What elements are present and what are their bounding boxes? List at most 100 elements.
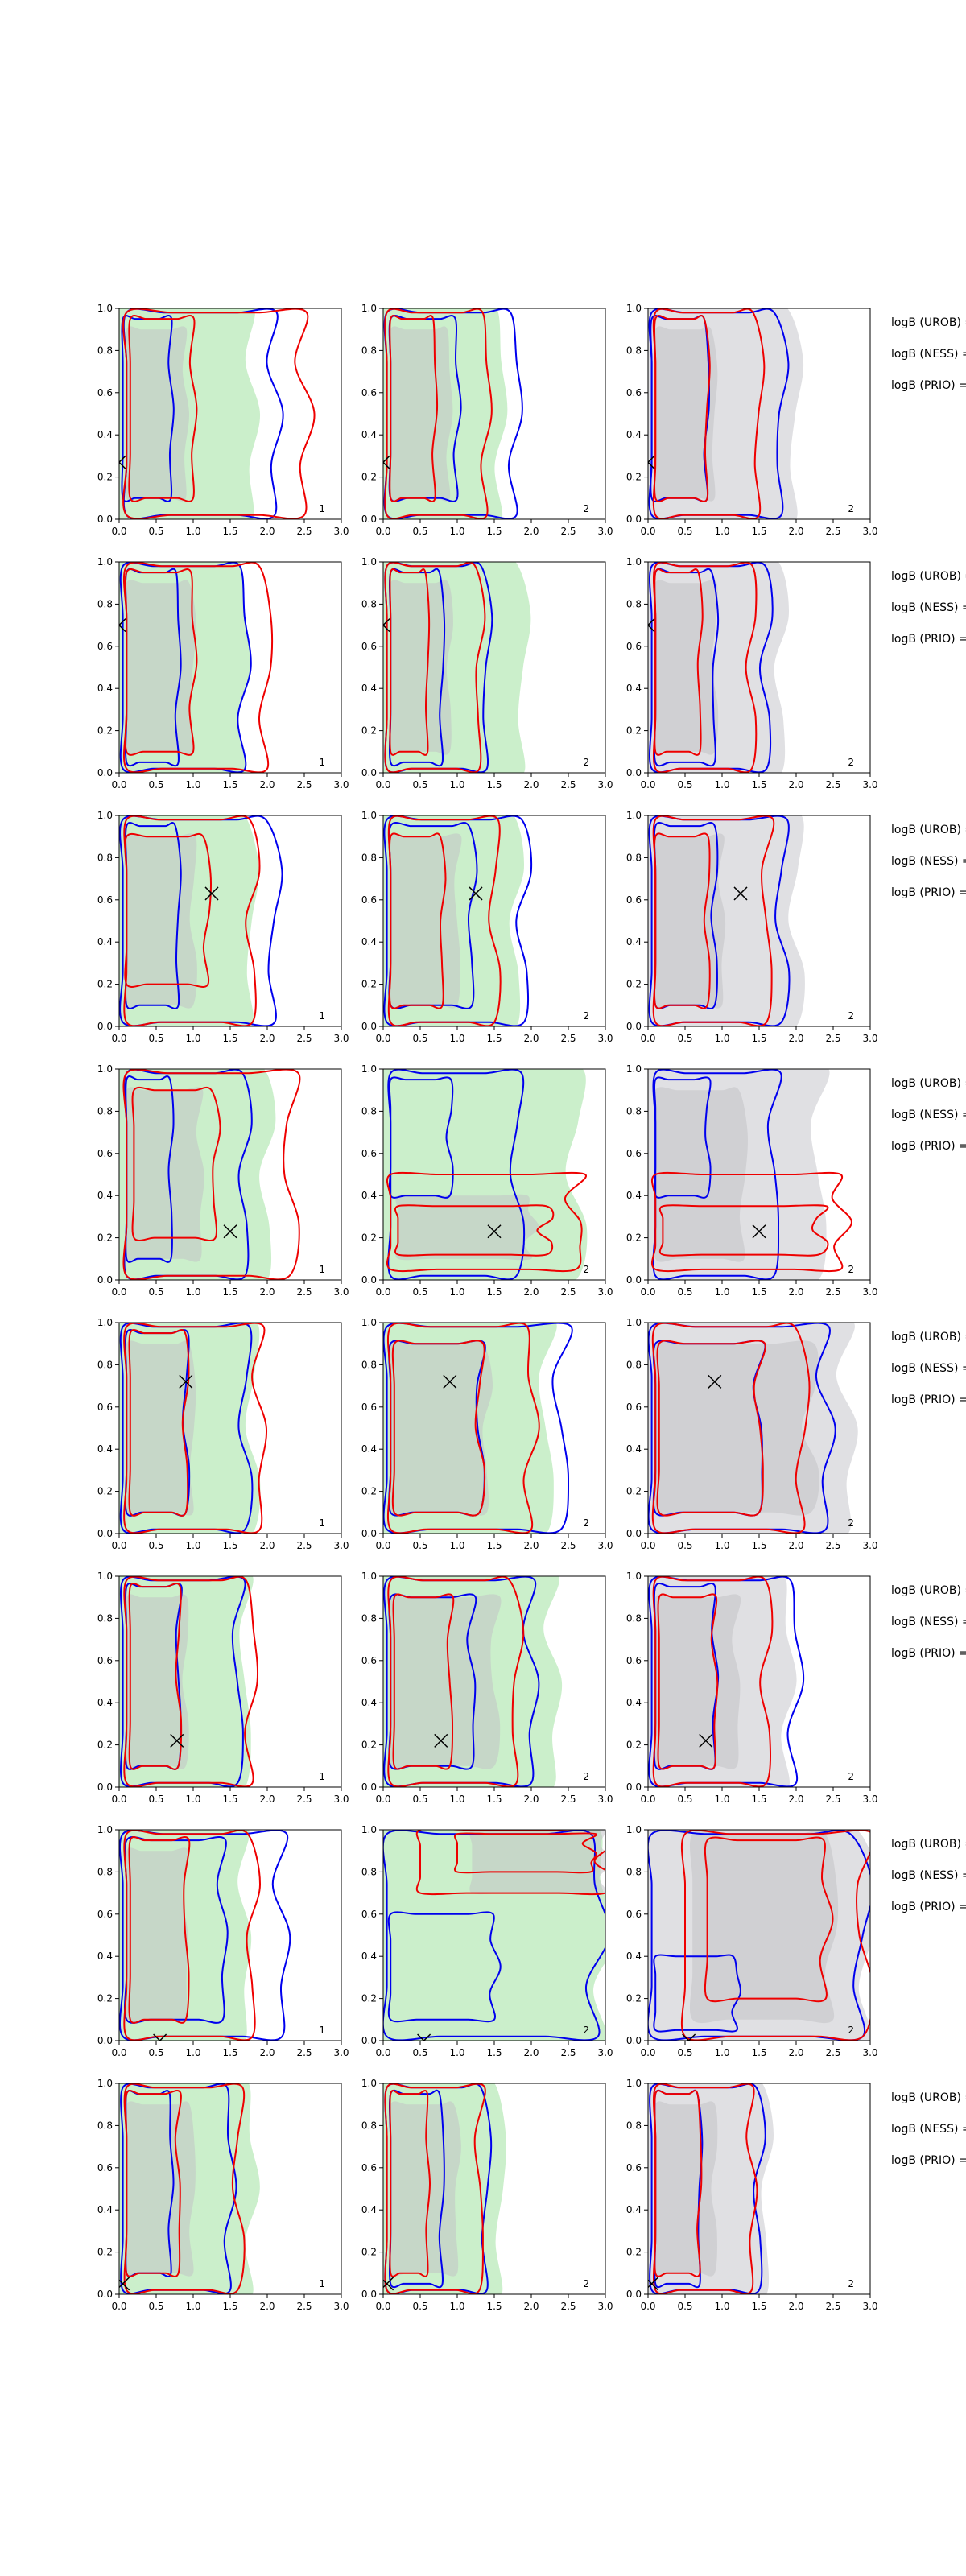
filled-region-inner [469,1830,605,1895]
x-tick-label: 1.0 [185,2301,200,2312]
x-tick-label: 1.0 [449,1794,464,1805]
y-tick-label: 1.0 [97,1824,113,1835]
true-point-marker [417,2033,431,2041]
y-tick-label: 0.0 [626,1274,642,1286]
y-tick-label: 0.8 [97,1866,113,1877]
x-tick-label: 0.0 [111,1033,126,1044]
blue-contour-outer [383,815,533,1026]
x-tick-label: 3.0 [597,526,613,537]
true-point-marker [699,1733,713,1748]
x-tick-label: 1.0 [185,1794,200,1805]
x-tick-label: 2.0 [523,1540,539,1551]
blue-contour-outer [648,562,774,773]
panel-corner-label: 1 [319,2025,325,2036]
y-tick-label: 0.6 [97,2162,113,2174]
row-side-label: logB (NESS) = [891,1108,966,1121]
y-tick-label: 0.2 [97,472,113,483]
y-tick-label: 0.2 [626,1740,642,1751]
contour-layer [648,2083,774,2294]
y-tick-label: 1.0 [97,556,113,568]
x-tick-label: 2.0 [788,779,803,791]
x-tick-label: 0.5 [148,526,163,537]
true-point-marker [170,1733,184,1748]
y-tick-label: 0.6 [361,387,377,398]
y-tick-label: 0.4 [626,936,642,947]
y-tick-label: 0.0 [97,2289,113,2300]
y-tick-label: 0.8 [626,1866,642,1877]
y-tick-label: 0.2 [361,979,377,990]
filled-region-inner [125,1594,189,1769]
x-tick-label: 2.0 [523,1794,539,1805]
x-tick-label: 0.5 [412,779,427,791]
panel-r4-c2: 0.0 0.5 1.0 1.5 2.0 2.5 3.0 0.0 0.2 0.4 0.6 0.8 1.0 2 [361,1063,613,1298]
y-tick-label: 0.4 [361,683,377,694]
x-tick-label: 1.0 [185,1540,200,1551]
x-tick-label: 1.5 [222,1794,237,1805]
x-tick-label: 2.0 [788,526,803,537]
panel-r6-c1: 0.0 0.5 1.0 1.5 2.0 2.5 3.0 0.0 0.2 0.4 0.6 0.8 1.0 1 [97,1571,349,1805]
y-tick-label: 1.0 [361,2078,377,2089]
filled-region-inner [389,2101,461,2277]
y-tick-label: 0.2 [361,2247,377,2258]
y-tick-label: 0.0 [626,767,642,778]
y-tick-label: 0.8 [626,2120,642,2131]
true-point-marker [708,1374,722,1389]
panel-r6-c2: 0.0 0.5 1.0 1.5 2.0 2.5 3.0 0.0 0.2 0.4 0.6 0.8 1.0 2 [361,1571,613,1805]
x-tick-label: 1.0 [714,526,729,537]
x-tick-label: 3.0 [862,1286,877,1298]
row-side-label: logB (UROB) = [891,824,966,836]
y-tick-label: 0.2 [626,2247,642,2258]
panel-corner-label: 2 [848,503,854,514]
x-tick-label: 0.0 [375,526,390,537]
filled-region-inner [389,833,462,1009]
x-tick-label: 2.5 [296,2047,312,2058]
x-tick-label: 1.0 [714,779,729,791]
y-tick-label: 0.0 [97,767,113,778]
contour-layer [119,1323,267,1534]
x-tick-label: 2.0 [523,1286,539,1298]
panel-corner-label: 2 [583,2025,589,2036]
x-tick-label: 0.5 [148,1286,163,1298]
x-tick-label: 0.0 [640,1286,655,1298]
x-tick-label: 2.5 [825,1794,840,1805]
y-tick-label: 0.0 [97,1781,113,1793]
x-tick-label: 1.5 [222,2047,237,2058]
true-point-marker [733,886,748,901]
y-tick-label: 0.0 [626,2289,642,2300]
x-tick-label: 0.0 [640,1540,655,1551]
true-point-marker [204,886,219,901]
x-tick-label: 0.0 [111,1540,126,1551]
x-tick-label: 1.0 [449,526,464,537]
y-tick-label: 1.0 [97,810,113,821]
y-tick-label: 1.0 [626,556,642,568]
x-tick-label: 2.5 [825,1540,840,1551]
x-tick-label: 0.0 [111,2301,126,2312]
x-tick-label: 0.0 [375,1540,390,1551]
y-tick-label: 1.0 [626,303,642,314]
x-tick-label: 3.0 [333,1033,349,1044]
x-tick-label: 2.0 [788,2301,803,2312]
y-tick-label: 1.0 [97,303,113,314]
contour-layer [648,1830,870,2041]
x-tick-label: 0.5 [677,526,692,537]
x-tick-label: 1.5 [751,1033,766,1044]
y-tick-label: 0.4 [361,1443,377,1455]
filled-region-inner [125,1340,196,1516]
y-tick-label: 0.0 [361,1274,377,1286]
x-tick-label: 1.5 [486,779,502,791]
red-contour-inner [389,568,431,756]
row-side-label: logB (UROB) = [891,316,966,329]
x-tick-label: 0.0 [375,1286,390,1298]
x-tick-label: 2.0 [788,1286,803,1298]
row-side-label: logB (NESS) = [891,348,966,361]
y-tick-label: 0.6 [97,641,113,652]
y-tick-label: 0.6 [361,1148,377,1159]
y-tick-label: 0.6 [626,894,642,906]
y-tick-label: 1.0 [626,1063,642,1075]
x-tick-label: 2.0 [523,779,539,791]
x-tick-label: 2.5 [560,1540,576,1551]
row-side-label: logB (NESS) = [891,1362,966,1375]
true-point-marker [434,1733,448,1748]
x-tick-label: 0.5 [677,779,692,791]
y-tick-label: 0.8 [97,852,113,863]
